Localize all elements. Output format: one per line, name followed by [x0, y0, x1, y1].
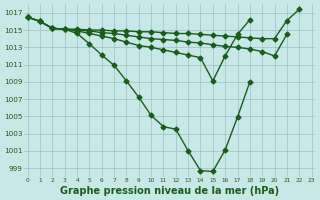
X-axis label: Graphe pression niveau de la mer (hPa): Graphe pression niveau de la mer (hPa): [60, 186, 279, 196]
